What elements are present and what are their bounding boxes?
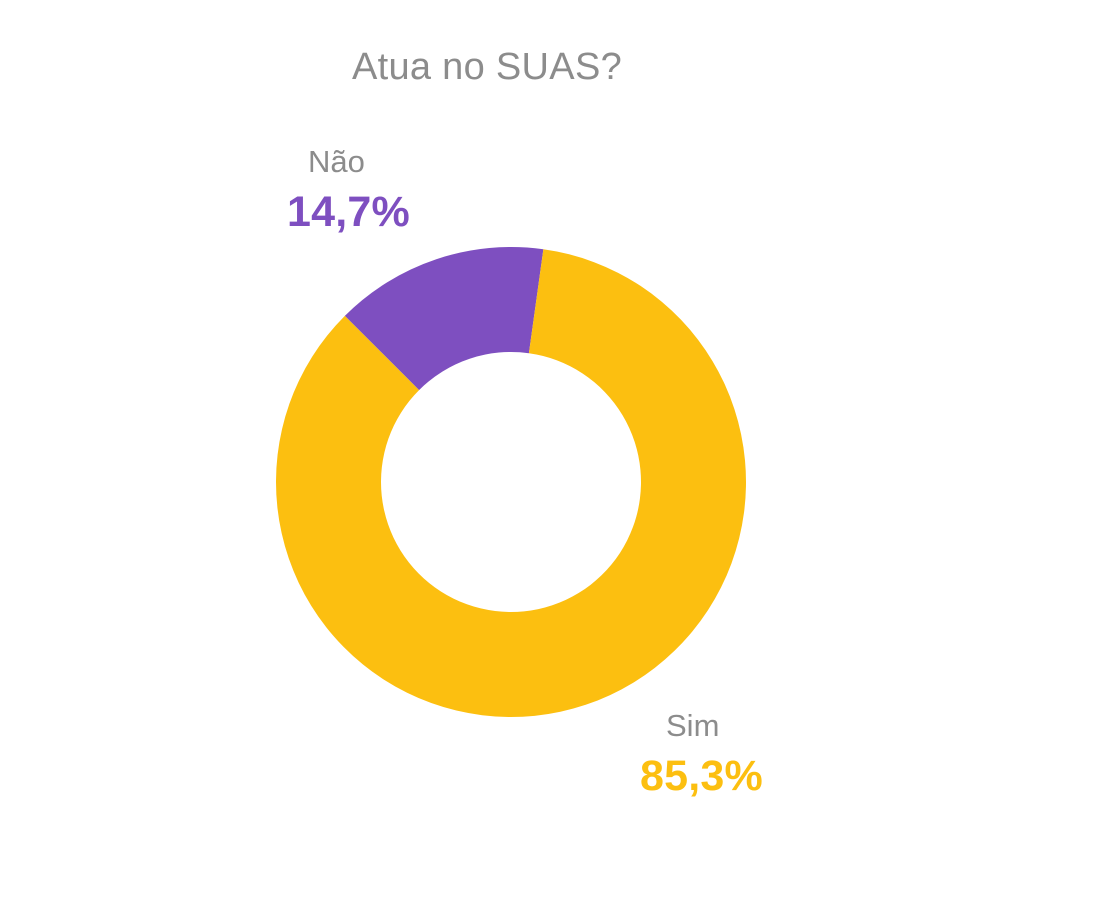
slice-label-sim: Sim [666, 708, 720, 743]
chart-title: Atua no SUAS? [351, 46, 623, 88]
slice-value-sim: 85,3% [640, 752, 763, 800]
slice-value-nao: 14,7% [287, 188, 410, 236]
slice-label-nao: Não [308, 144, 365, 179]
donut-slice-nao [344, 247, 544, 391]
donut-slice-sim [276, 249, 746, 718]
